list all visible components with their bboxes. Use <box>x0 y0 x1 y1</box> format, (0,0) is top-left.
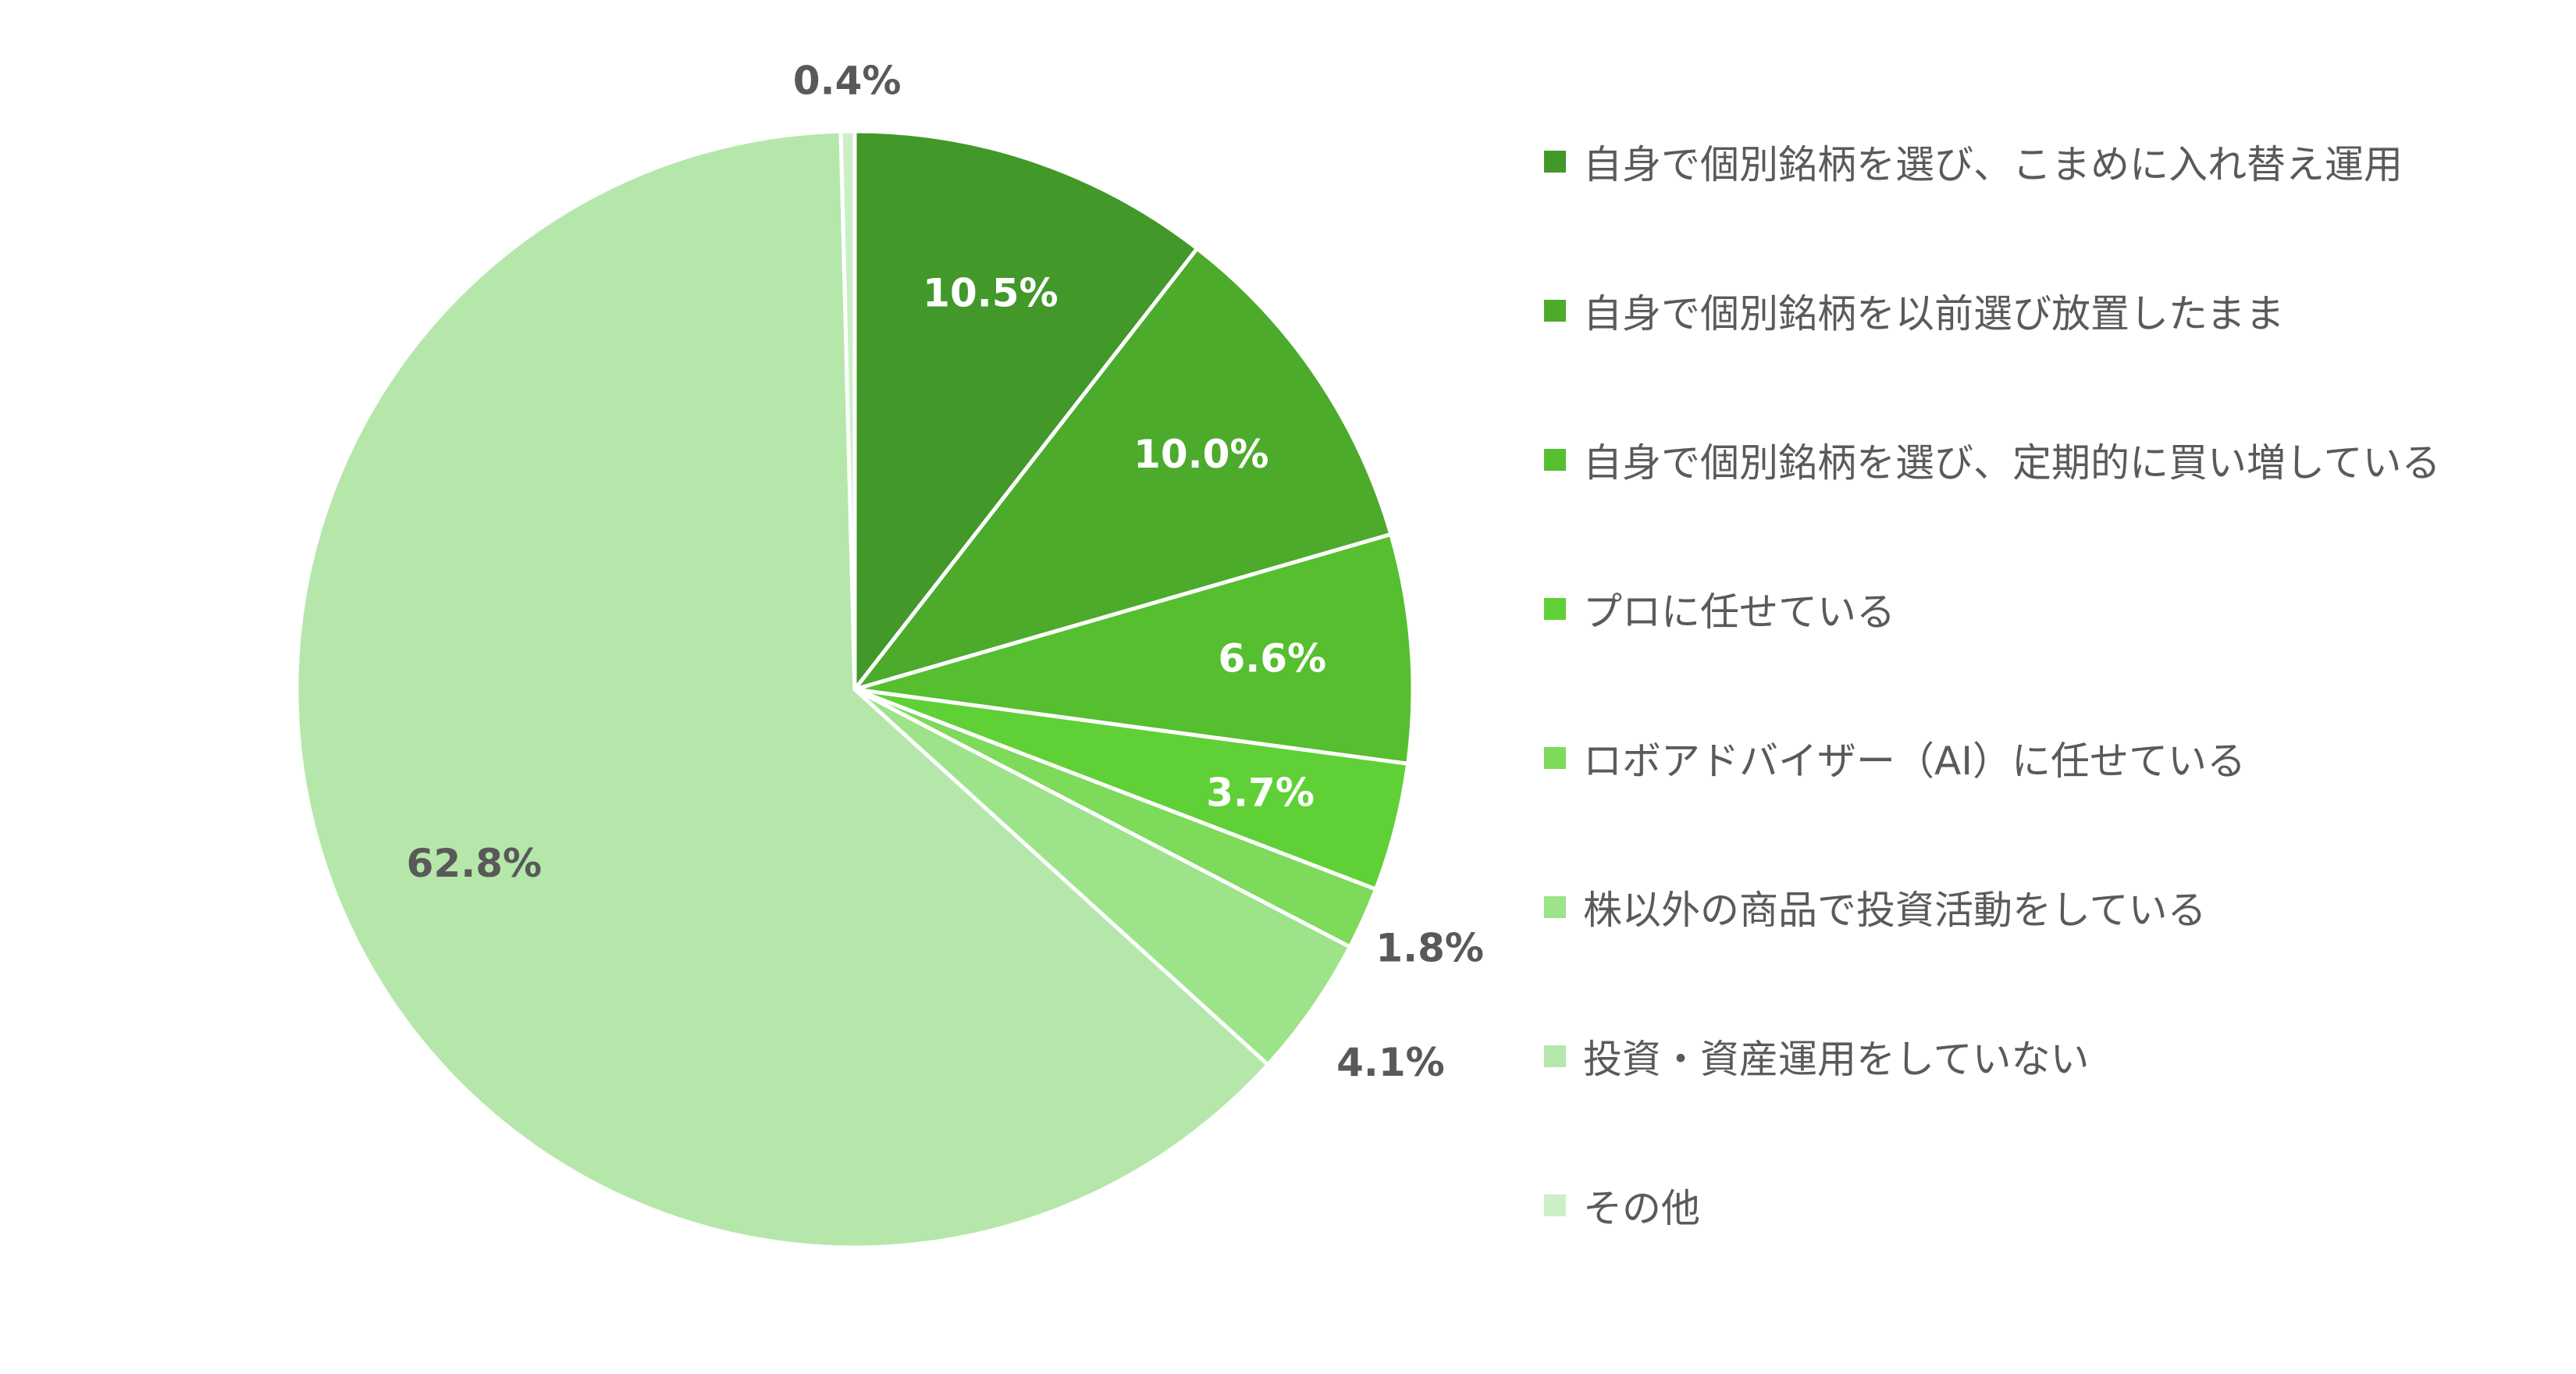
legend-swatch <box>1544 300 1566 322</box>
pie-slice-2 <box>852 246 1393 692</box>
legend-swatch <box>1544 1045 1566 1067</box>
pie-slice-1 <box>852 129 1200 692</box>
pie-slice-8 <box>838 129 857 692</box>
data-label-7: 62.8% <box>407 841 542 886</box>
legend-item-8: その他 <box>1544 1166 1700 1244</box>
legend-swatch <box>1544 151 1566 173</box>
data-label-6: 4.1% <box>1336 1040 1445 1085</box>
legend-label: 自身で個別銘柄を選び、定期的に買い増している <box>1583 440 2441 486</box>
legend-label: その他 <box>1583 1186 1700 1231</box>
pie-slices <box>294 129 1415 1250</box>
legend-label: プロに任せている <box>1583 589 1895 635</box>
legend-item-4: プロに任せている <box>1544 570 1895 648</box>
data-label-3: 6.6% <box>1218 635 1326 681</box>
legend-swatch <box>1544 449 1566 471</box>
legend-label: 株以外の商品で投資活動をしている <box>1583 888 2207 933</box>
legend-swatch <box>1544 896 1566 918</box>
data-label-5: 1.8% <box>1375 926 1484 971</box>
legend-item-2: 自身で個別銘柄を以前選び放置したまま <box>1544 272 2285 350</box>
legend-label: 自身で個別銘柄を選び、こまめに入れ替え運用 <box>1583 142 2403 187</box>
pie-slice-7 <box>294 129 1270 1250</box>
legend-item-5: ロボアドバイザー（AI）に任せている <box>1544 719 2246 797</box>
data-label-8: 0.4% <box>793 59 902 104</box>
legend-item-1: 自身で個別銘柄を選び、こまめに入れ替え運用 <box>1544 123 2403 201</box>
data-label-2: 10.0% <box>1133 432 1268 477</box>
legend-label: 投資・資産運用をしていない <box>1583 1037 2090 1082</box>
legend-item-6: 株以外の商品で投資活動をしている <box>1544 868 2207 946</box>
legend-item-3: 自身で個別銘柄を選び、定期的に買い増している <box>1544 421 2441 499</box>
data-label-4: 3.7% <box>1206 771 1315 816</box>
pie-slice-6 <box>852 687 1352 1067</box>
legend-swatch <box>1544 1194 1566 1216</box>
legend-swatch <box>1544 747 1566 769</box>
legend-label: ロボアドバイザー（AI）に任せている <box>1583 739 2246 784</box>
legend-swatch <box>1544 598 1566 620</box>
legend-item-7: 投資・資産運用をしていない <box>1544 1017 2090 1095</box>
legend-label: 自身で個別銘柄を以前選び放置したまま <box>1583 291 2285 336</box>
data-label-1: 10.5% <box>923 271 1058 316</box>
pie-data-labels: 10.5% 10.0% 6.6% 3.7% 1.8% 4.1% 62.8% 0.4% <box>407 59 1484 1085</box>
